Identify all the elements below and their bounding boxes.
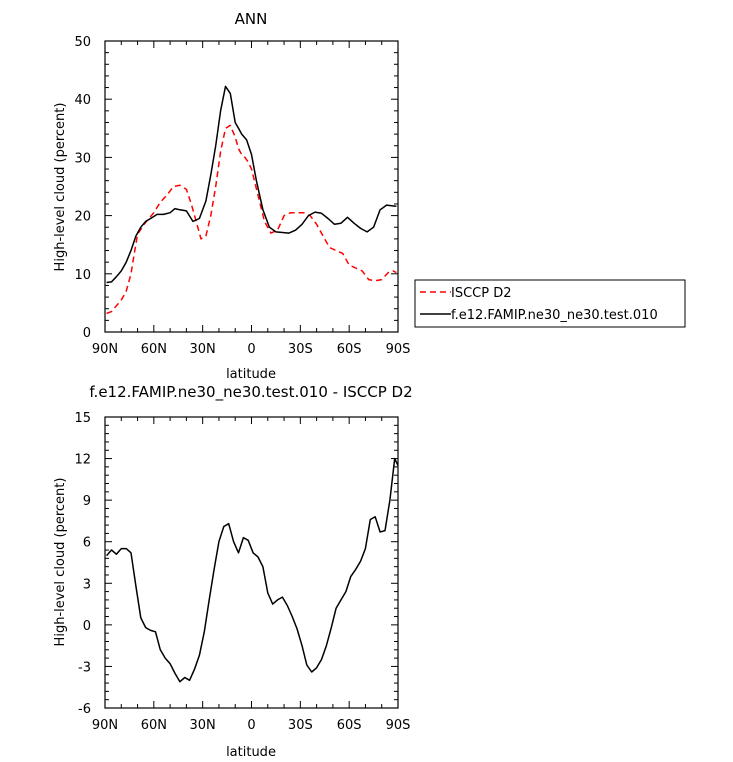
bottom-x-tick-label: 30S: [288, 718, 313, 733]
top-x-tick-label: 90N: [92, 342, 118, 357]
top-x-tick-label: 30N: [190, 342, 216, 357]
bottom-x-tick-label: 60N: [141, 718, 167, 733]
bottom-chart-frame: [104, 416, 399, 709]
bottom-series-line-difference: [106, 457, 399, 683]
bottom-x-tick-label: 30N: [190, 718, 216, 733]
top-x-tick-label: 30S: [288, 342, 313, 357]
top-y-tick-label: 0: [83, 326, 91, 341]
bottom-chart-plot-area: [104, 416, 399, 709]
top-series-line-isccp-d2: [106, 124, 397, 315]
bottom-y-tick-label: 9: [83, 494, 91, 509]
top-y-tick-label: 40: [74, 93, 91, 108]
bottom-x-tick-label: 60S: [337, 718, 362, 733]
bottom-chart-title: f.e12.FAMIP.ne30_ne30.test.010 - ISCCP D…: [89, 383, 412, 402]
bottom-y-tick-label: -6: [78, 702, 91, 717]
legend-label-isccp: ISCCP D2: [451, 286, 512, 301]
top-chart-title: ANN: [235, 10, 268, 28]
bottom-chart-ylabel: High-level cloud (percent): [53, 478, 68, 647]
top-x-tick-label: 90S: [386, 342, 411, 357]
top-series-line-f-e12-famip-ne30-ne30-test-010: [106, 85, 397, 284]
top-chart-ylabel: High-level cloud (percent): [53, 103, 68, 272]
legend-label-model: f.e12.FAMIP.ne30_ne30.test.010: [451, 308, 658, 323]
top-chart-frame: [104, 40, 399, 333]
top-y-tick-label: 30: [74, 151, 91, 166]
top-x-tick-label: 60N: [141, 342, 167, 357]
legend: ISCCP D2 f.e12.FAMIP.ne30_ne30.test.010: [414, 279, 686, 328]
bottom-x-tick-label: 90N: [92, 718, 118, 733]
bottom-y-tick-label: 3: [83, 577, 91, 592]
top-y-tick-label: 10: [74, 268, 91, 283]
bottom-chart-panel: f.e12.FAMIP.ne30_ne30.test.010 - ISCCP D…: [53, 383, 413, 760]
bottom-y-tick-label: -3: [78, 660, 91, 675]
top-y-tick-label: 20: [74, 210, 91, 225]
legend-box: [414, 279, 686, 328]
bottom-x-tick-label: 0: [247, 718, 255, 733]
top-chart-plot-area: [104, 40, 399, 333]
bottom-y-tick-label: 15: [74, 411, 91, 426]
top-chart-panel: ANN 90N 60N 30N 0 30S 60S 90S 0 10 20 30 40 50 latit…: [53, 10, 410, 382]
bottom-y-tick-label: 12: [74, 453, 91, 468]
top-y-tick-label: 50: [74, 35, 91, 50]
top-x-tick-label: 0: [247, 342, 255, 357]
bottom-y-tick-label: 0: [83, 619, 91, 634]
top-chart-ticks: 90N 60N 30N 0 30S 60S 90S 0 10 20 30 40 50: [74, 35, 410, 357]
bottom-y-tick-label: 6: [83, 536, 91, 551]
bottom-chart-xlabel: latitude: [226, 745, 276, 760]
bottom-chart-ticks: 90N 60N 30N 0 30S 60S 90S -6 -3 0 3 6 9 12 15: [74, 411, 410, 733]
top-chart-xlabel: latitude: [226, 367, 276, 382]
bottom-x-tick-label: 90S: [386, 718, 411, 733]
top-x-tick-label: 60S: [337, 342, 362, 357]
